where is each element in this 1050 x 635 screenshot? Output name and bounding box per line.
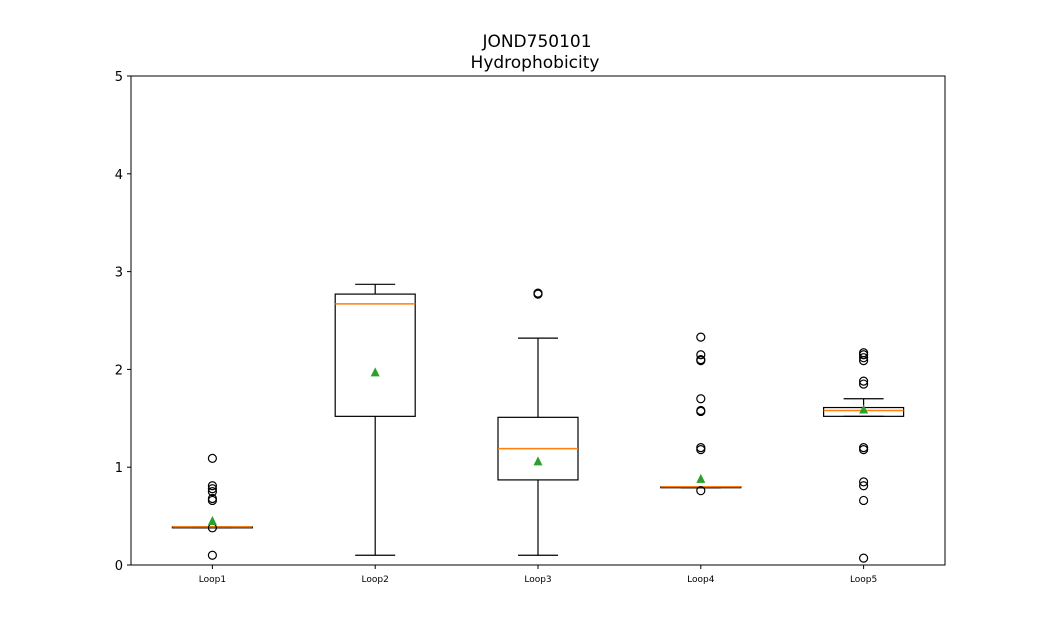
outlier-point: [207, 481, 217, 491]
box-group-loop2: [334, 283, 416, 556]
x-tick-label: Loop4: [687, 575, 715, 585]
outlier-point: [696, 443, 706, 453]
x-tick-label: Loop5: [850, 575, 877, 585]
y-axis: 0 1 2 3 4 5: [115, 70, 131, 574]
mean-marker: [370, 367, 380, 377]
box-group-loop1: [171, 453, 253, 560]
outlier-point: [858, 348, 869, 358]
outlier-point: [858, 553, 869, 563]
outlier-point: [207, 493, 217, 504]
outlier-point: [858, 477, 869, 487]
outlier-point: [207, 484, 217, 494]
outlier-point: [696, 355, 706, 365]
chart-title: JOND750101: [481, 32, 591, 52]
box-group-loop3: [497, 288, 579, 556]
outlier-point: [858, 495, 869, 506]
outlier-point: [696, 405, 706, 416]
y-tick-label: 2: [115, 363, 123, 378]
outlier-point: [858, 481, 869, 491]
outlier-point: [696, 332, 706, 342]
y-tick-label: 4: [115, 168, 123, 183]
outlier-point: [858, 443, 869, 453]
outlier-point: [533, 288, 543, 298]
y-tick-label: 5: [115, 70, 123, 85]
outlier-point: [696, 394, 706, 404]
outlier-point: [696, 486, 706, 496]
y-tick-label: 1: [115, 461, 123, 476]
outlier-point: [696, 350, 706, 360]
x-tick-label: Loop1: [199, 575, 226, 585]
outlier-point: [207, 453, 217, 463]
outlier-point: [207, 550, 217, 560]
iqr-box: [334, 293, 416, 417]
plot-frame: [130, 75, 946, 566]
mean-marker: [207, 515, 217, 525]
box-group-loop4: [660, 332, 742, 496]
y-tick-label: 0: [115, 559, 123, 574]
y-tick-label: 3: [115, 266, 123, 281]
outlier-point: [207, 487, 217, 497]
outlier-point: [858, 353, 869, 363]
mean-marker: [533, 456, 543, 466]
outlier-point: [858, 379, 869, 389]
x-tick-label: Loop3: [524, 575, 551, 585]
boxes-layer: [171, 283, 905, 563]
x-axis: Loop1 Loop2 Loop3 Loop4 Loop5: [199, 565, 877, 585]
mean-marker: [696, 473, 706, 483]
chart-subtitle: Hydrophobicity: [471, 53, 600, 73]
x-tick-label: Loop2: [362, 575, 389, 585]
outlier-point: [858, 376, 869, 386]
mean-marker: [859, 404, 869, 414]
box-group-loop5: [822, 348, 905, 563]
